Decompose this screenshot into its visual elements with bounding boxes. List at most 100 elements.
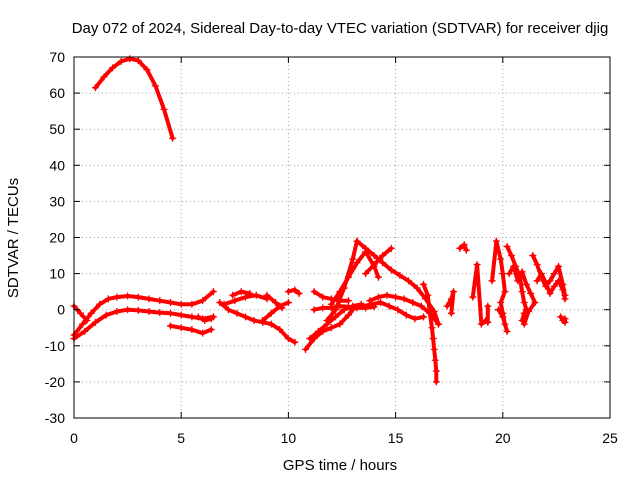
data-point <box>237 288 245 296</box>
data-point <box>379 252 387 260</box>
data-point <box>409 298 417 306</box>
data-point <box>199 297 207 305</box>
data-point <box>368 300 376 308</box>
data-point <box>518 268 526 276</box>
data-point <box>503 327 511 335</box>
data-point <box>267 309 275 317</box>
data-point <box>87 309 95 317</box>
y-tick-label: 20 <box>49 230 65 246</box>
data-point <box>417 302 425 310</box>
data-point <box>460 241 468 249</box>
series-arc-w <box>443 288 457 317</box>
data-point <box>319 293 327 301</box>
series-arc-l <box>302 306 357 353</box>
series-trace <box>445 289 456 316</box>
series-trace <box>535 271 567 301</box>
data-point <box>402 311 410 319</box>
data-point <box>231 297 239 305</box>
data-point <box>91 318 99 326</box>
data-point <box>188 326 196 334</box>
series-trace <box>457 242 469 253</box>
data-point <box>188 313 196 321</box>
data-point <box>413 284 421 292</box>
data-point <box>295 289 303 297</box>
data-point <box>520 320 528 328</box>
data-point <box>81 327 89 335</box>
series-arc-u <box>362 244 395 278</box>
data-point <box>462 246 470 254</box>
data-point <box>387 266 395 274</box>
data-point <box>134 57 142 65</box>
data-point <box>473 261 481 269</box>
data-point <box>555 262 563 270</box>
series-trace <box>260 300 291 323</box>
series-arc-v <box>419 280 440 386</box>
data-point <box>194 313 202 321</box>
data-point <box>327 300 335 308</box>
data-point <box>117 57 125 65</box>
data-point <box>267 320 275 328</box>
data-point <box>291 338 299 346</box>
data-point <box>188 300 196 308</box>
data-point <box>91 84 99 92</box>
data-point <box>252 291 260 299</box>
data-point <box>477 320 485 328</box>
data-point <box>499 313 507 321</box>
data-point <box>124 292 132 300</box>
data-point <box>220 300 228 308</box>
data-point <box>143 66 151 74</box>
data-point <box>531 298 539 306</box>
data-point <box>529 252 537 260</box>
data-point <box>431 356 439 364</box>
data-point <box>546 289 554 297</box>
data-point <box>344 311 352 319</box>
data-point <box>314 327 322 335</box>
series-arc-ae <box>557 313 569 326</box>
data-point <box>126 55 134 63</box>
data-point <box>160 105 168 113</box>
data-point <box>100 73 108 81</box>
data-point <box>374 273 382 281</box>
y-tick-label: -20 <box>45 374 65 390</box>
data-point <box>429 335 437 343</box>
series-arc-f <box>216 298 299 346</box>
axes: -30 -20 -10 0 10 20 30 40 50 60 70 0 5 10 15 20 25 <box>45 49 618 446</box>
y-tick-label: 30 <box>49 193 65 209</box>
data-point <box>432 367 440 375</box>
data-point <box>151 82 159 90</box>
data-point <box>353 237 361 245</box>
data-point <box>145 308 153 316</box>
data-point <box>359 302 367 310</box>
data-point <box>209 288 217 296</box>
series-arc-c <box>70 302 91 325</box>
data-point <box>447 309 455 317</box>
data-point <box>327 324 335 332</box>
data-point <box>272 298 280 306</box>
x-tick-label: 25 <box>602 430 618 446</box>
data-point <box>522 280 530 288</box>
data-point <box>428 324 436 332</box>
data-point <box>349 255 357 263</box>
data-point <box>497 255 505 263</box>
data-point <box>430 308 438 316</box>
data-point <box>495 306 503 314</box>
data-point <box>207 315 215 323</box>
data-point <box>518 288 526 296</box>
series-arc-ab <box>505 262 539 328</box>
data-point <box>424 291 432 299</box>
data-point <box>374 293 382 301</box>
series-trace <box>470 262 490 327</box>
series-arc-b <box>70 288 217 339</box>
data-point <box>278 304 286 312</box>
data-point <box>284 288 292 296</box>
x-tick-label: 15 <box>388 430 404 446</box>
data-point <box>520 298 528 306</box>
data-point <box>177 300 185 308</box>
data-point <box>561 315 569 323</box>
data-point <box>550 270 558 278</box>
series-arc-i <box>259 298 292 325</box>
data-point <box>353 259 361 267</box>
data-point <box>310 288 318 296</box>
data-point <box>525 308 533 316</box>
series-arc-j <box>263 291 286 312</box>
